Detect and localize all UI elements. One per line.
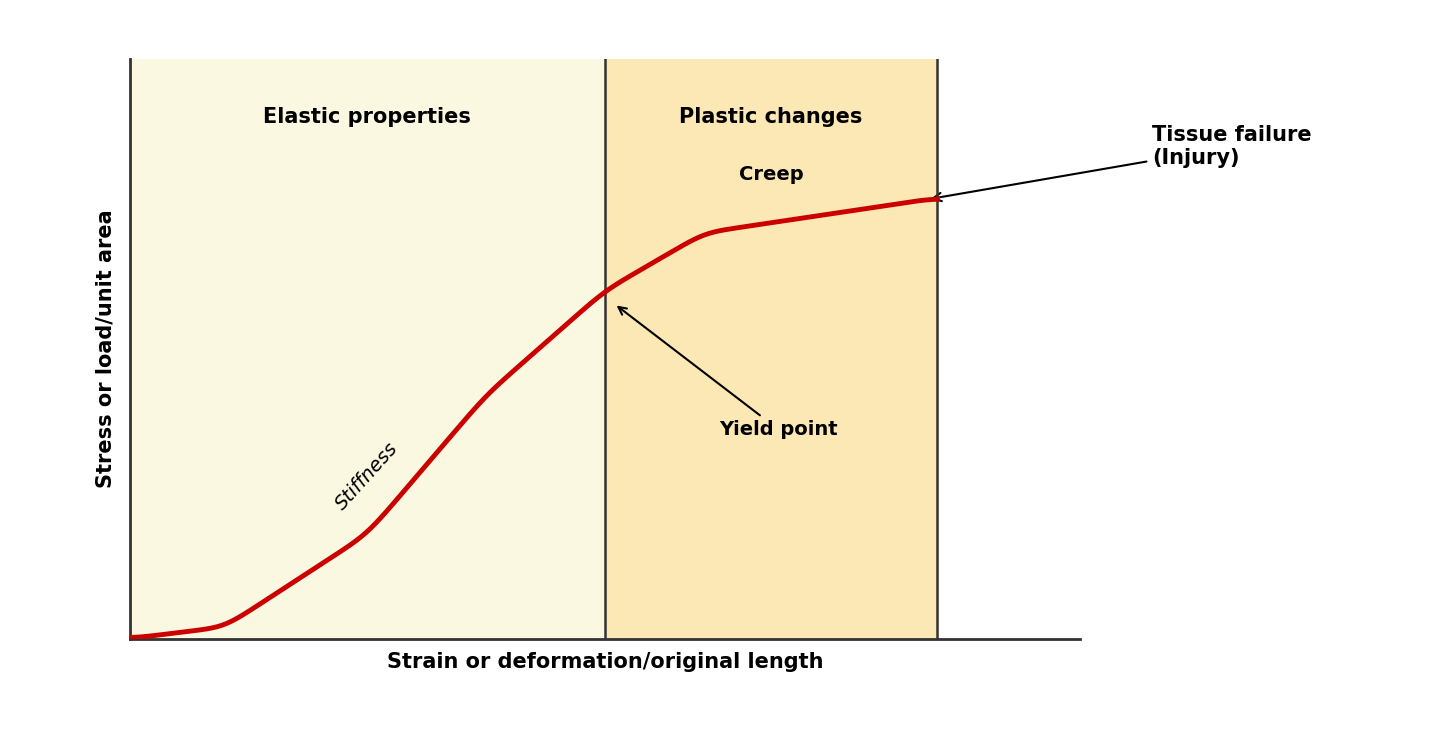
Bar <box>130 59 605 639</box>
Text: Plastic changes: Plastic changes <box>680 106 863 127</box>
Text: Yield point: Yield point <box>618 307 838 439</box>
Text: Stiffness: Stiffness <box>333 439 402 514</box>
X-axis label: Strain or deformation/original length: Strain or deformation/original length <box>386 653 824 672</box>
Bar <box>605 59 937 639</box>
Y-axis label: Stress or load/unit area: Stress or load/unit area <box>95 209 115 488</box>
Text: Creep: Creep <box>739 165 804 184</box>
Text: Tissue failure
(Injury): Tissue failure (Injury) <box>933 126 1312 201</box>
Text: Elastic properties: Elastic properties <box>264 106 471 127</box>
